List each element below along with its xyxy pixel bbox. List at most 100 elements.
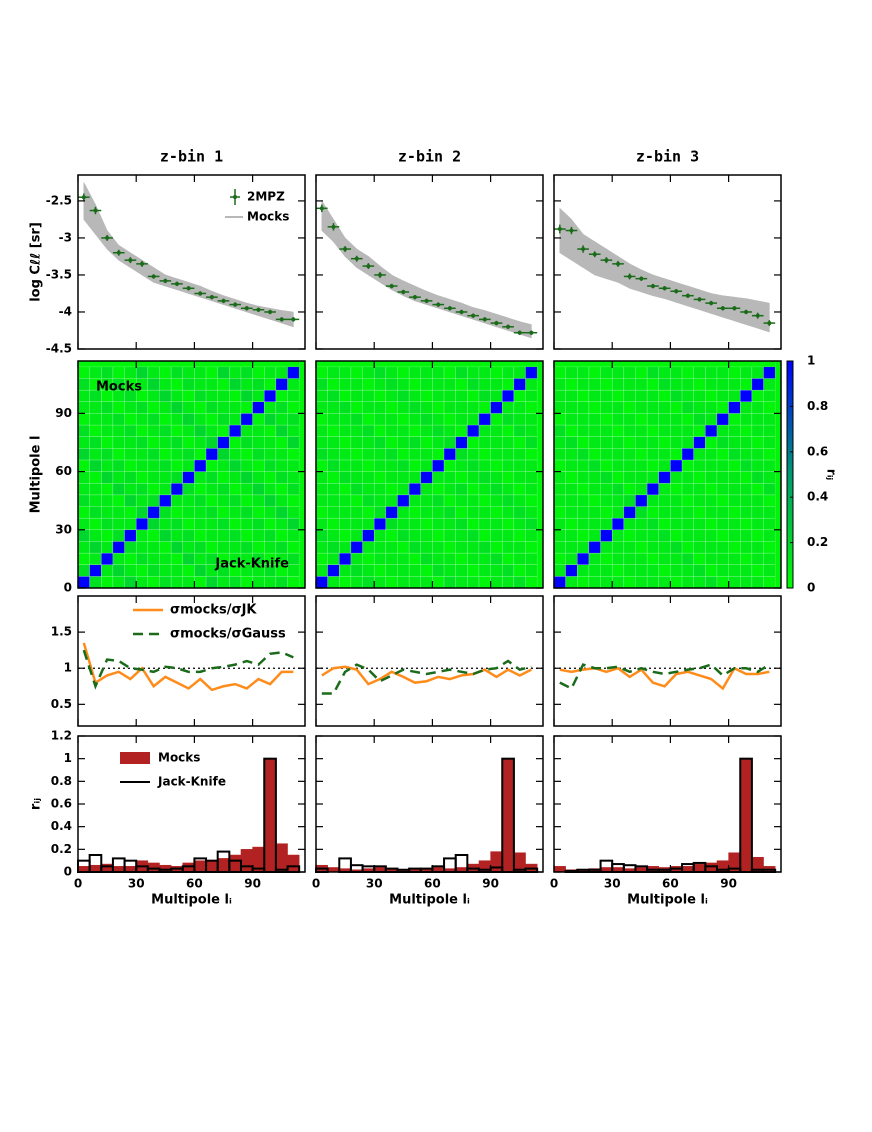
heatmap-cell bbox=[443, 424, 456, 437]
heatmap-cell bbox=[600, 517, 613, 531]
heatmap-cell bbox=[502, 529, 515, 542]
data-point bbox=[244, 306, 249, 311]
heatmap-background bbox=[299, 361, 305, 588]
data-point bbox=[366, 264, 371, 269]
heatmap-cell bbox=[112, 448, 125, 461]
heatmap-cell bbox=[432, 494, 445, 507]
heatmap-cell bbox=[478, 401, 491, 414]
heatmap-cell bbox=[432, 389, 445, 402]
heatmap-cell bbox=[159, 389, 172, 402]
heatmap-cell bbox=[763, 576, 776, 589]
heatmap-cell bbox=[135, 541, 149, 554]
heatmap-cell bbox=[705, 471, 718, 484]
heatmap-cell bbox=[513, 424, 526, 437]
heatmap-cell bbox=[513, 389, 526, 402]
series-line bbox=[82, 649, 294, 690]
heatmap-cell bbox=[240, 541, 253, 554]
heatmap-background bbox=[537, 361, 543, 588]
heatmap-cell bbox=[385, 401, 398, 414]
heatmap-cell bbox=[623, 506, 636, 519]
heatmap-cell bbox=[467, 459, 480, 472]
heatmap-cell bbox=[182, 564, 195, 577]
heatmap-cell bbox=[194, 459, 207, 472]
heatmap-cell bbox=[287, 517, 300, 531]
heatmap-cell bbox=[217, 424, 230, 437]
heatmap-cell bbox=[623, 436, 636, 449]
heatmap-cell bbox=[362, 366, 375, 379]
heatmap-cell bbox=[553, 378, 566, 391]
heatmap-cell bbox=[443, 506, 456, 519]
heatmap-cell bbox=[252, 389, 265, 402]
heatmap-cell bbox=[89, 494, 102, 507]
heatmap-cell bbox=[362, 564, 375, 577]
heatmap-cell bbox=[467, 576, 480, 589]
heatmap-cell bbox=[373, 448, 387, 461]
heatmap-cell bbox=[182, 378, 195, 391]
heatmap-cell bbox=[385, 366, 398, 379]
heatmap-cell bbox=[264, 471, 277, 484]
heatmap-cell bbox=[635, 494, 648, 507]
heatmap-cell bbox=[408, 494, 422, 507]
heatmap-cell bbox=[693, 482, 706, 496]
heatmap-cell bbox=[553, 564, 566, 577]
heatmap-cell bbox=[693, 436, 706, 449]
heatmap-cell bbox=[635, 413, 648, 426]
data-point bbox=[604, 258, 609, 263]
data-point bbox=[343, 247, 348, 252]
heatmap-cell bbox=[147, 448, 160, 461]
heatmap-cell bbox=[490, 366, 503, 379]
heatmap-cell bbox=[350, 436, 363, 449]
heatmap-cell bbox=[502, 471, 515, 484]
heatmap-cell bbox=[600, 552, 613, 565]
heatmap-cell bbox=[194, 436, 207, 449]
heatmap-cell bbox=[728, 529, 741, 542]
plot-frame bbox=[77, 360, 306, 589]
heatmap-cell bbox=[420, 482, 433, 496]
heatmap-cell bbox=[635, 401, 648, 414]
heatmap-cell bbox=[362, 529, 375, 542]
heatmap-cell bbox=[159, 529, 172, 542]
plot-frame bbox=[77, 595, 306, 727]
heatmap-cell bbox=[670, 448, 683, 461]
heatmap-cell bbox=[170, 471, 184, 484]
heatmap-cell bbox=[147, 517, 160, 531]
data-point bbox=[163, 278, 168, 283]
histogram-bar bbox=[147, 862, 160, 873]
heatmap-cell bbox=[315, 436, 328, 449]
heatmap-cell bbox=[373, 506, 387, 519]
heatmap-cell bbox=[658, 389, 671, 402]
heatmap-cell bbox=[716, 413, 729, 426]
heatmap-cell bbox=[350, 413, 363, 426]
heatmap-cell bbox=[287, 378, 300, 391]
heatmap-cell bbox=[205, 378, 218, 391]
heatmap-cell bbox=[182, 448, 195, 461]
heatmap-cell bbox=[525, 564, 538, 577]
heatmap-cell bbox=[327, 459, 340, 472]
heatmap-cell bbox=[194, 529, 207, 542]
heatmap-cell bbox=[373, 378, 387, 391]
heatmap-cell bbox=[553, 552, 566, 565]
heatmap-cell bbox=[350, 448, 363, 461]
heatmap-cell bbox=[763, 448, 776, 461]
heatmap-cell bbox=[670, 378, 683, 391]
heatmap-cell bbox=[362, 401, 375, 414]
heatmap-cell bbox=[89, 506, 102, 519]
heatmap-cell bbox=[420, 459, 433, 472]
heatmap-cell bbox=[264, 517, 277, 531]
heatmap-cell bbox=[339, 378, 352, 391]
heatmap-cell bbox=[135, 482, 149, 496]
heatmap-cell bbox=[264, 436, 277, 449]
heatmap-cell bbox=[513, 366, 526, 379]
heatmap-cell bbox=[77, 378, 90, 391]
heatmap-cell bbox=[513, 482, 526, 496]
heatmap-cell bbox=[478, 448, 491, 461]
heatmap-cell bbox=[194, 389, 207, 402]
heatmap-cell bbox=[135, 506, 149, 519]
heatmap-cell bbox=[553, 366, 566, 379]
heatmap-cell bbox=[705, 413, 718, 426]
heatmap-cell bbox=[205, 494, 218, 507]
heatmap-cell bbox=[513, 552, 526, 565]
heatmap-cell bbox=[658, 482, 671, 496]
heatmap-cell bbox=[670, 436, 683, 449]
heatmap-cell bbox=[327, 436, 340, 449]
